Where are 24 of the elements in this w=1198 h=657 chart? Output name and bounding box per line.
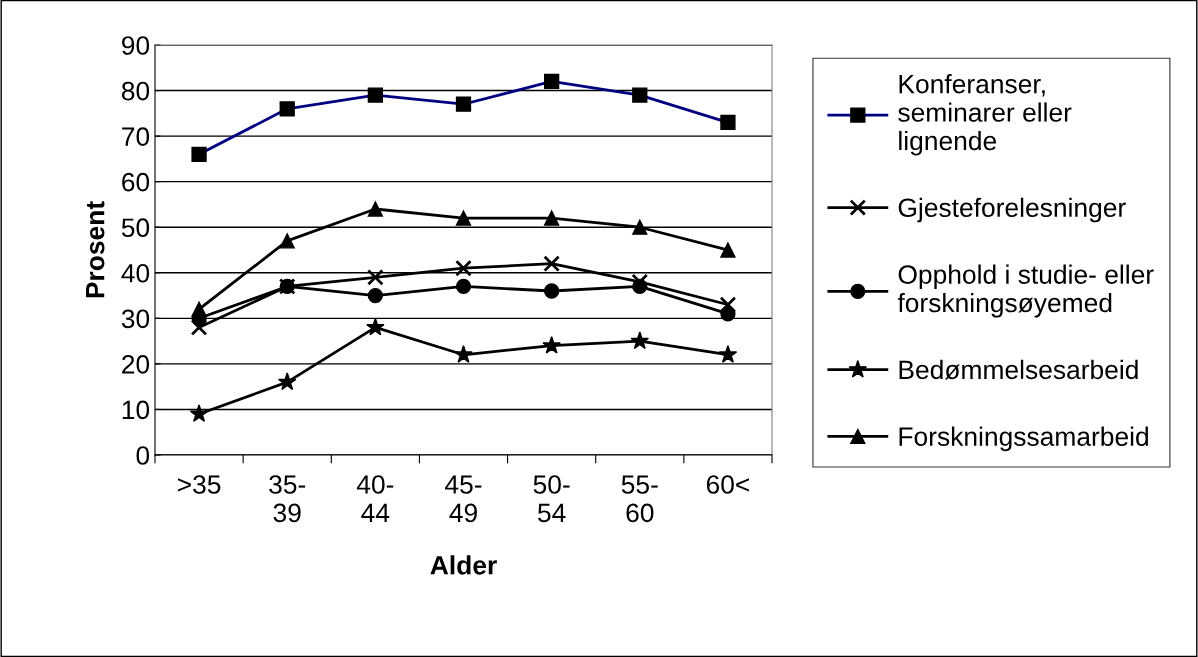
x-tick-label: 55- 60: [621, 475, 658, 523]
legend-label: Konferanser, seminarer eller lignende: [898, 74, 1072, 156]
legend-label: Gjesteforelesninger: [898, 197, 1126, 223]
x-tick-label: 40- 44: [356, 475, 394, 522]
x-tick-label: >35: [177, 475, 221, 494]
x-tick-label: 50- 54: [533, 475, 570, 523]
legend-label: Forskningssamarbeid: [899, 426, 1148, 452]
x-tick-label: 60<: [706, 475, 750, 494]
y-tick-label: 70: [122, 127, 150, 146]
y-axis-title: Prosent: [86, 201, 105, 298]
x-axis-title: Alder: [430, 555, 497, 575]
y-tick-label: 10: [122, 400, 150, 420]
y-tick-label: 30: [121, 309, 150, 329]
legend-label: Opphold i studie- eller forskningsøyemed: [897, 264, 1154, 318]
y-tick-label: 80: [121, 81, 150, 101]
y-tick-label: 20: [122, 355, 150, 374]
x-tick-label: 45- 49: [445, 475, 482, 523]
y-tick-label: 90: [122, 36, 150, 55]
y-tick-label: 0: [136, 446, 150, 465]
y-tick-label: 40: [121, 263, 150, 283]
y-tick-label: 50: [121, 218, 150, 238]
legend-label: Bedømmelsesarbeid: [899, 359, 1138, 380]
x-tick-label: 35- 39: [269, 475, 306, 523]
y-tick-label: 60: [122, 172, 150, 192]
